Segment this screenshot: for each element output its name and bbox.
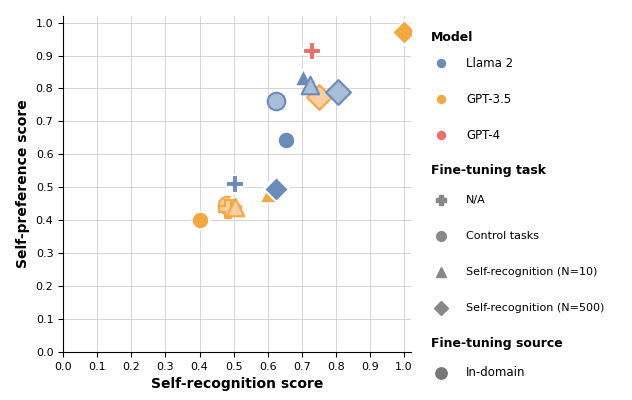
Point [281,136,291,143]
Point [230,204,240,210]
Text: Self-recognition (N=10): Self-recognition (N=10) [466,267,597,277]
Point [229,204,239,210]
Point [271,184,281,190]
Text: Model: Model [431,31,473,44]
Point [332,88,343,95]
Point [307,47,317,54]
Point [271,186,281,192]
Text: N/A: N/A [466,195,486,205]
Point [263,191,273,197]
Point [313,94,324,100]
Point [305,82,315,88]
Text: In-domain: In-domain [466,366,526,379]
Text: Control tasks: Control tasks [466,231,539,241]
Point [399,29,409,36]
X-axis label: Self-recognition score: Self-recognition score [151,377,323,391]
Text: Fine-tuning task: Fine-tuning task [431,164,545,177]
Point [271,98,281,104]
Text: GPT-3.5: GPT-3.5 [466,93,511,106]
Point [224,206,234,212]
Text: Self-recognition (N=500): Self-recognition (N=500) [466,303,605,313]
Point [195,217,205,224]
Text: Fine-tuning source: Fine-tuning source [431,337,562,350]
Text: Llama 2: Llama 2 [466,57,513,70]
Point [298,74,308,80]
Point [230,181,240,187]
Y-axis label: Self-preference score: Self-preference score [16,100,30,268]
Text: GPT-4: GPT-4 [466,129,501,142]
Point [222,202,232,209]
